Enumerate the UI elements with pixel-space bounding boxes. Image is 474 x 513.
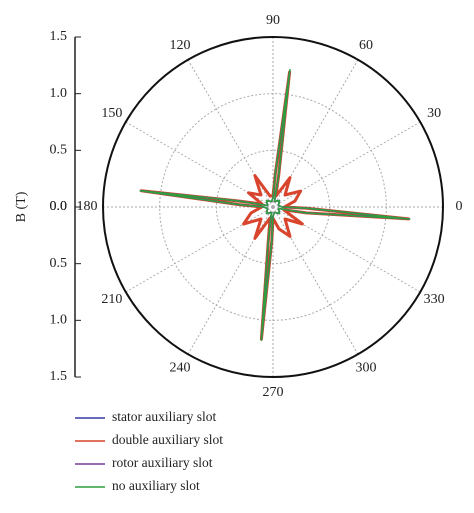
legend-label: no auxiliary slot: [112, 478, 200, 493]
legend-label: stator auxiliary slot: [112, 409, 216, 424]
theta-tick-label: 210: [101, 292, 122, 307]
theta-tick-label: 300: [356, 360, 377, 375]
theta-tick-label: 270: [263, 385, 284, 400]
series-line: [140, 71, 410, 340]
legend-label: rotor auxiliary slot: [112, 455, 213, 470]
r-tick-label: 1.0: [50, 313, 68, 328]
legend-label: double auxiliary slot: [112, 432, 223, 447]
r-tick-label: 1.5: [50, 369, 68, 384]
theta-tick-label: 240: [170, 360, 191, 375]
r-tick-label: 1.0: [50, 86, 68, 101]
theta-tick-label: 0: [456, 199, 463, 214]
theta-tick-label: 150: [101, 106, 122, 121]
theta-tick-label: 120: [170, 38, 191, 53]
theta-tick-label: 90: [266, 13, 280, 28]
series-line: [139, 70, 410, 341]
r-tick-label: 0.5: [50, 143, 68, 158]
grid-spoke: [125, 206, 274, 293]
theta-tick-label: 180: [77, 199, 98, 214]
r-tick-label: 0.0: [50, 199, 68, 214]
r-tick-label: 1.5: [50, 29, 68, 44]
theta-tick-label: 330: [424, 292, 445, 307]
grid-spoke: [272, 121, 421, 208]
series-line: [139, 69, 411, 341]
theta-tick-label: 30: [427, 106, 441, 121]
r-tick-label: 0.5: [50, 256, 68, 271]
legend: stator auxiliary slot double auxiliary sl…: [75, 409, 223, 493]
grid-spoke: [272, 206, 359, 355]
y-axis-label: B (T): [14, 191, 29, 222]
theta-tick-label: 60: [359, 38, 373, 53]
outer-circle: [102, 36, 444, 378]
r-tick-label: 0.0: [50, 199, 68, 214]
